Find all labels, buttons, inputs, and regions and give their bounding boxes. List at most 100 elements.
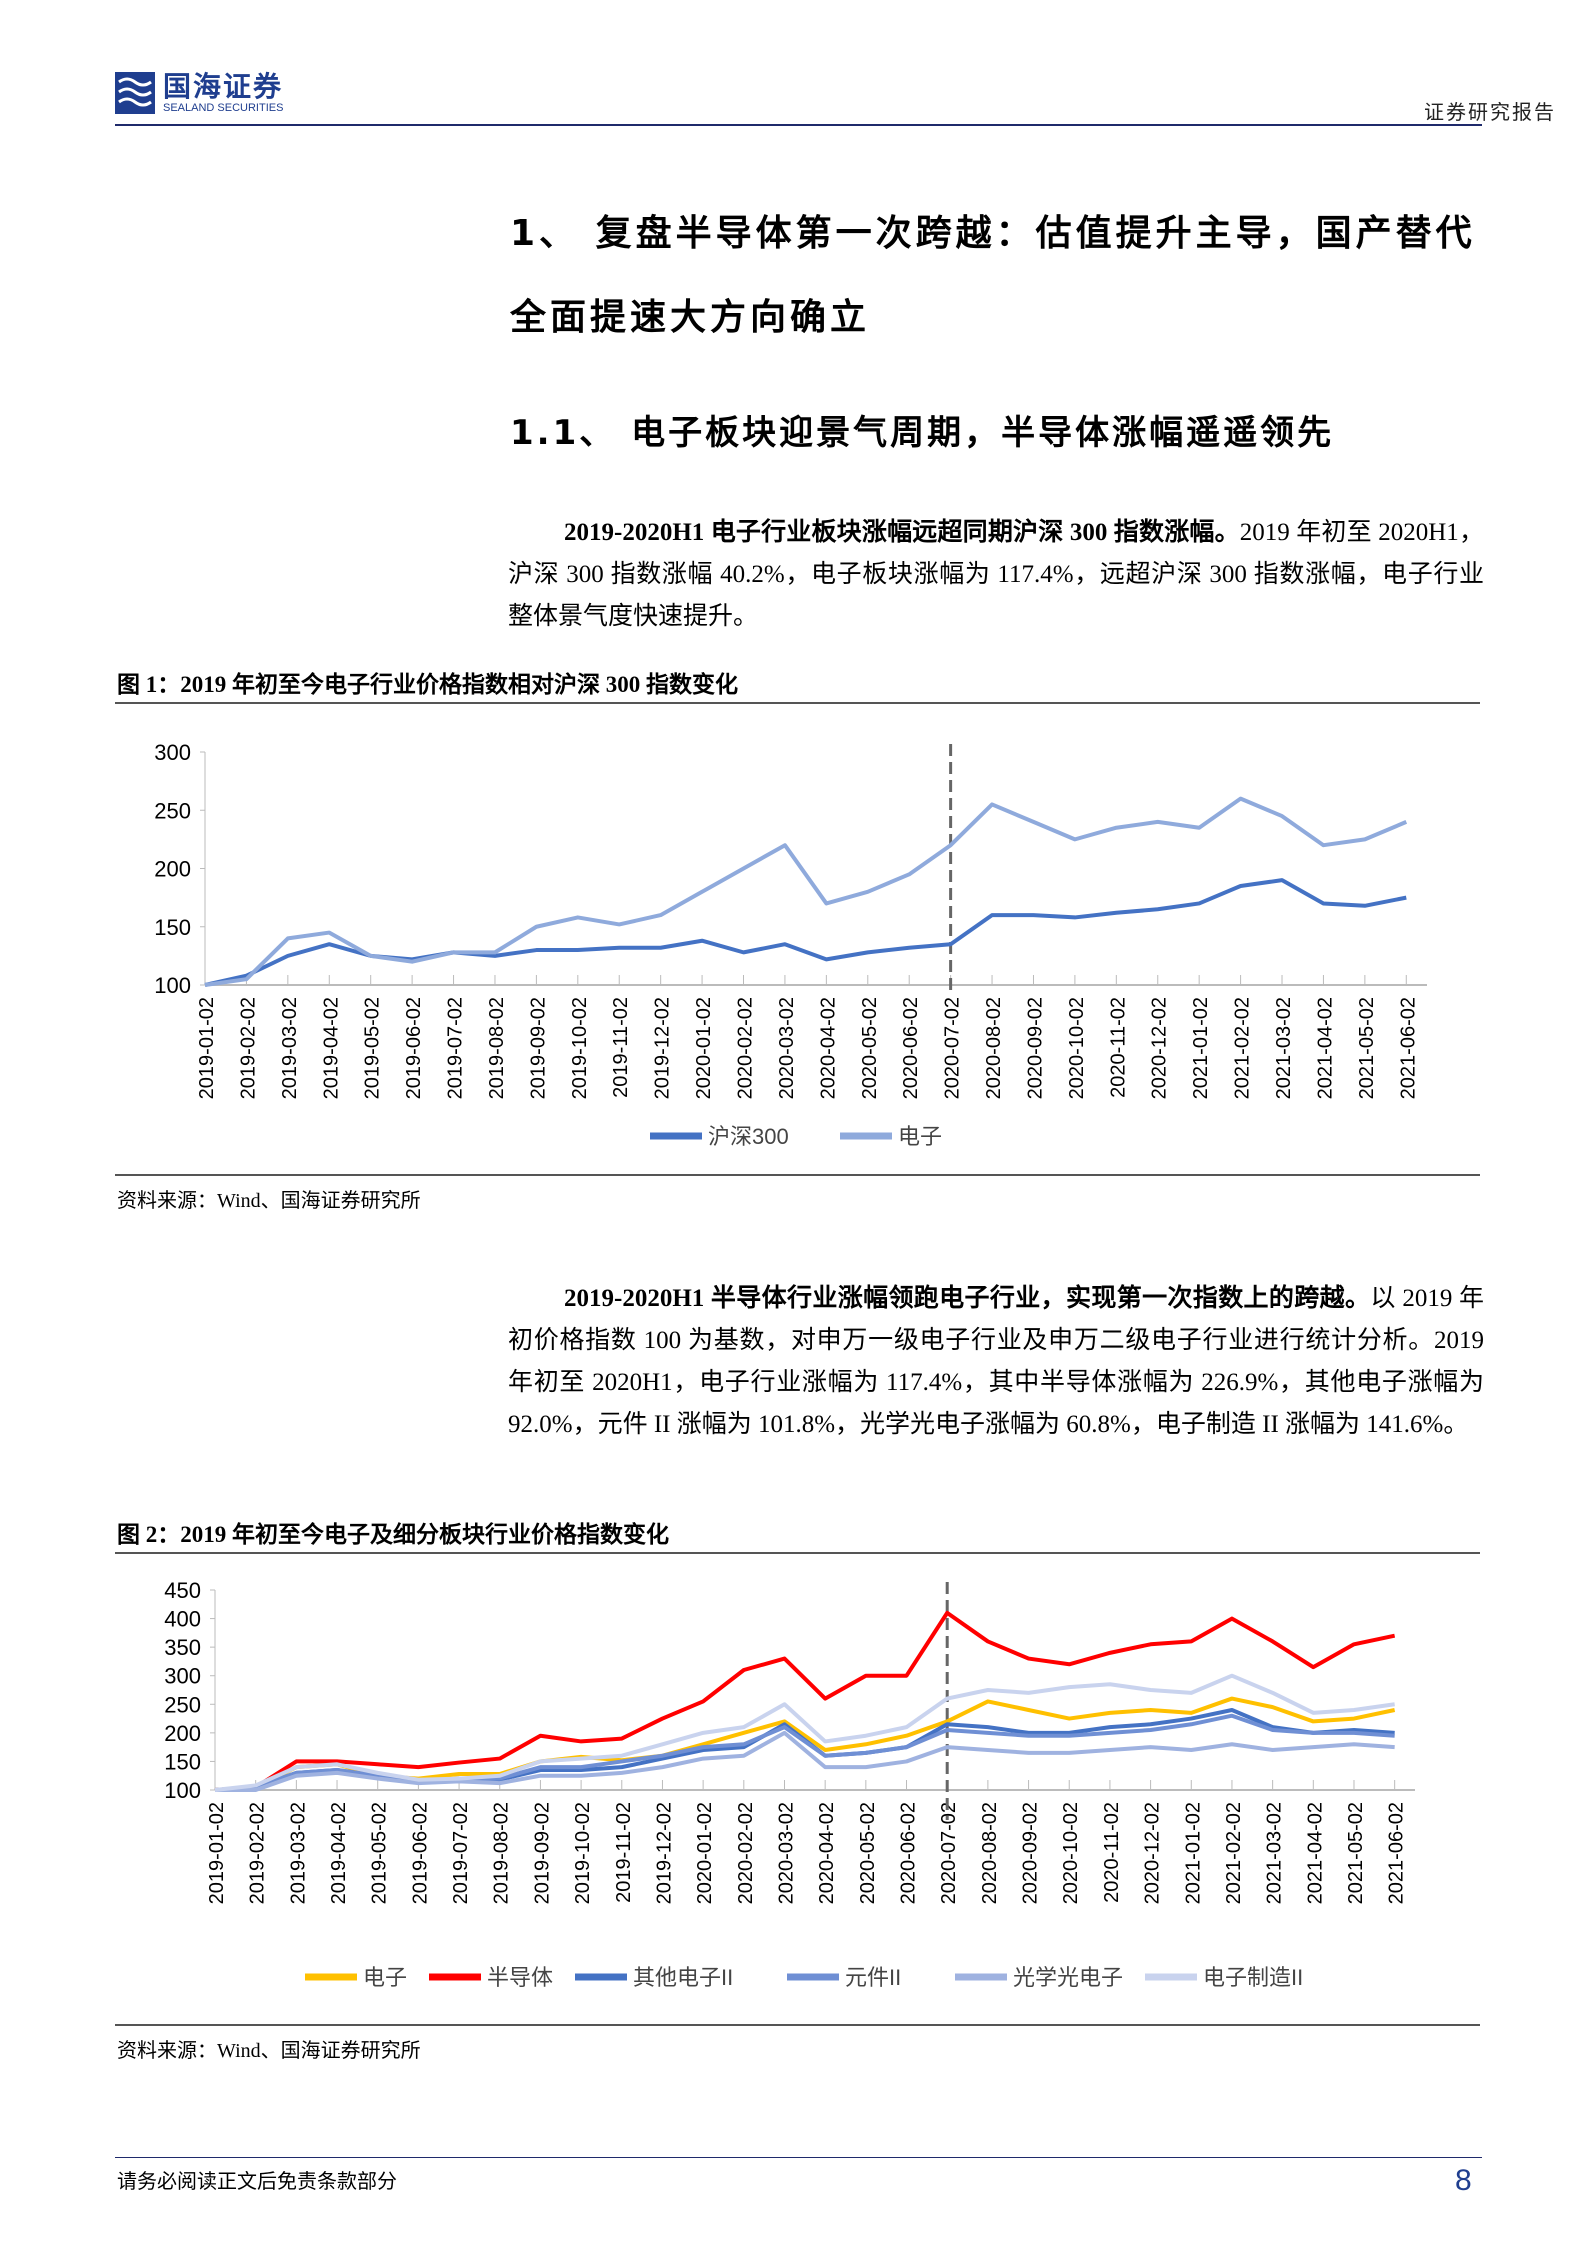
legend-label: 光学光电子	[1013, 1965, 1123, 1990]
x-tick-label: 2020-08-02	[979, 1802, 1001, 1904]
legend-label: 其他电子II	[633, 1965, 733, 1990]
footer-divider	[115, 2157, 1482, 2158]
x-tick-label: 2019-04-02	[328, 1802, 350, 1904]
x-tick-label: 2019-06-02	[409, 1802, 431, 1904]
logo-en-text: SEALAND SECURITIES	[163, 102, 284, 114]
x-tick-label: 2019-01-02	[196, 997, 218, 1099]
series-line-0	[204, 878, 1407, 987]
paragraph-2-body: 以 2019 年初价格指数 100 为基数，对申万一级电子行业及申万二级电子行业…	[508, 1285, 1484, 1438]
x-tick-label: 2021-03-02	[1264, 1802, 1286, 1904]
y-tick-label: 200	[164, 1721, 201, 1746]
y-tick-label: 400	[164, 1607, 201, 1632]
paragraph-2: 2019-2020H1 半导体行业涨幅领跑电子行业，实现第一次指数上的跨越。以 …	[508, 1278, 1484, 1446]
x-tick-label: 2020-03-02	[775, 1802, 797, 1904]
x-tick-label: 2019-02-02	[247, 1802, 269, 1904]
x-tick-label: 2021-02-02	[1232, 997, 1254, 1099]
y-tick-label: 150	[164, 1749, 201, 1774]
section-heading: 1、 复盘半导体第一次跨越：估值提升主导，国产替代全面提速大方向确立	[510, 213, 1476, 338]
figure-2-source: 资料来源：Wind、国海证券研究所	[117, 2040, 421, 2062]
company-logo: 国海证券 SEALAND SECURITIES	[115, 72, 283, 114]
x-tick-label: 2021-03-02	[1273, 997, 1295, 1099]
x-tick-label: 2020-10-02	[1060, 1802, 1082, 1904]
x-tick-label: 2019-09-02	[531, 1802, 553, 1904]
x-tick-label: 2020-12-02	[1149, 997, 1171, 1099]
y-tick-label: 300	[154, 740, 191, 765]
x-tick-label: 2019-10-02	[569, 997, 591, 1099]
y-tick-label: 350	[164, 1635, 201, 1660]
x-tick-label: 2021-04-02	[1314, 997, 1336, 1099]
header-divider	[115, 124, 1482, 126]
x-tick-label: 2020-03-02	[776, 997, 798, 1099]
series-line-1	[214, 1610, 1396, 1792]
legend-label: 电子	[363, 1965, 407, 1990]
x-tick-label: 2019-11-02	[613, 1802, 635, 1903]
figure-2-title: 图 2：2019 年初至今电子及细分板块行业价格指数变化	[117, 1522, 669, 1547]
x-tick-label: 2019-05-02	[369, 1802, 391, 1904]
figure-1-title: 图 1：2019 年初至今电子行业价格指数相对沪深 300 指数变化	[117, 672, 738, 697]
logo-cn-text: 国海证券	[163, 70, 284, 103]
legend-label: 电子	[898, 1124, 942, 1149]
x-tick-label: 2019-06-02	[403, 997, 425, 1099]
y-tick-label: 250	[164, 1692, 201, 1717]
legend-label: 沪深300	[708, 1124, 789, 1149]
x-tick-label: 2019-12-02	[652, 997, 674, 1099]
y-tick-label: 300	[164, 1664, 201, 1689]
x-tick-label: 2020-05-02	[857, 1802, 879, 1904]
paragraph-2-lead: 2019-2020H1 半导体行业涨幅领跑电子行业，实现第一次指数上的跨越。	[564, 1285, 1371, 1312]
x-tick-label: 2020-06-02	[898, 1802, 920, 1904]
x-tick-label: 2020-01-02	[694, 1802, 716, 1904]
figure-1-source: 资料来源：Wind、国海证券研究所	[117, 1190, 421, 1212]
x-tick-label: 2019-12-02	[653, 1802, 675, 1904]
series-line-1	[204, 796, 1408, 987]
x-tick-label: 2019-08-02	[491, 1802, 513, 1904]
x-tick-label: 2020-05-02	[859, 997, 881, 1099]
figure-2-top-rule	[115, 1552, 1480, 1554]
x-tick-label: 2019-09-02	[527, 997, 549, 1099]
series-line-4	[215, 1730, 1395, 1792]
figure-1-top-rule	[115, 702, 1480, 704]
x-tick-label: 2021-01-02	[1182, 1802, 1204, 1904]
footer-disclaimer: 请务必阅读正文后免责条款部分	[117, 2169, 397, 2193]
x-tick-label: 2021-04-02	[1304, 1802, 1326, 1904]
subsection-heading: 1.1、 电子板块迎景气周期，半导体涨幅遥遥领先	[510, 413, 1335, 453]
paragraph-1-lead: 2019-2020H1 电子行业板块涨幅远超同期沪深 300 指数涨幅。	[564, 519, 1240, 546]
x-tick-label: 2019-11-02	[610, 997, 632, 1098]
x-tick-label: 2020-02-02	[735, 997, 757, 1099]
x-tick-label: 2020-08-02	[983, 997, 1005, 1099]
y-tick-label: 250	[154, 798, 191, 823]
figure-2-bottom-rule	[115, 2024, 1480, 2026]
paragraph-1-body: 2019 年初至 2020H1，沪深 300 指数涨幅 40.2%，电子板块涨幅…	[508, 519, 1484, 630]
x-tick-label: 2021-05-02	[1356, 997, 1378, 1099]
x-tick-label: 2020-06-02	[900, 997, 922, 1099]
x-tick-label: 2019-07-02	[450, 1802, 472, 1904]
x-tick-label: 2020-12-02	[1142, 1802, 1164, 1904]
y-tick-label: 100	[164, 1778, 201, 1803]
x-tick-label: 2020-07-02	[938, 1802, 960, 1904]
x-tick-label: 2021-02-02	[1223, 1802, 1245, 1904]
figure-1-chart: 100 150 200 250 300 2019-01-02 2019-02-02 2019-…	[154, 740, 1427, 1149]
x-tick-label: 2020-09-02	[1020, 1802, 1042, 1904]
x-tick-label: 2020-04-02	[817, 997, 839, 1099]
x-tick-label: 2021-06-02	[1386, 1802, 1408, 1904]
x-tick-label: 2019-08-02	[486, 997, 508, 1099]
paragraph-1: 2019-2020H1 电子行业板块涨幅远超同期沪深 300 指数涨幅。2019…	[508, 512, 1484, 638]
x-tick-label: 2019-03-02	[279, 997, 301, 1099]
x-tick-label: 2020-10-02	[1066, 997, 1088, 1099]
y-tick-label: 450	[164, 1578, 201, 1603]
legend-label: 半导体	[487, 1965, 553, 1990]
x-tick-label: 2019-02-02	[237, 997, 259, 1099]
x-tick-label: 2019-03-02	[287, 1802, 309, 1904]
legend-label: 元件II	[845, 1965, 901, 1990]
sealand-logo-icon	[115, 72, 155, 114]
x-tick-label: 2020-04-02	[816, 1802, 838, 1904]
x-tick-label: 2020-01-02	[693, 997, 715, 1099]
x-tick-label: 2019-01-02	[206, 1802, 228, 1904]
x-tick-label: 2020-07-02	[942, 997, 964, 1099]
x-tick-label: 2021-05-02	[1345, 1802, 1367, 1904]
x-tick-label: 2019-10-02	[572, 1802, 594, 1904]
x-tick-label: 2020-11-02	[1101, 1802, 1123, 1903]
y-tick-label: 100	[154, 973, 191, 998]
series-line-5	[214, 1673, 1395, 1792]
figure-2-chart: 100 150 200 250 300 350 400 450 2019-01-02 2019-0…	[164, 1578, 1415, 1990]
doc-type-label: 证券研究报告	[1424, 100, 1556, 124]
